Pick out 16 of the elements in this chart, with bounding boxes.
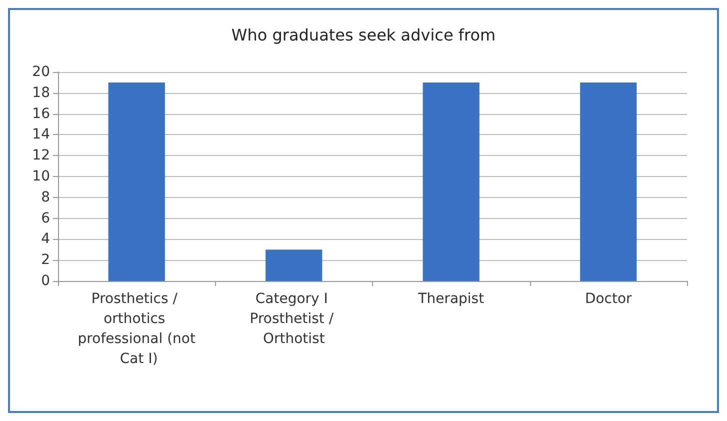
y-tick-label: 12 [32, 148, 50, 164]
x-tick-label: Doctor [584, 291, 632, 307]
y-tick-label: 4 [41, 231, 50, 248]
y-tick-label: 14 [32, 126, 50, 143]
y-tick-label: 18 [32, 84, 50, 101]
y-tick-label: 2 [41, 252, 50, 268]
y-tick-label: 6 [41, 210, 50, 226]
x-tick-label: Category I Prosthetist / Orthotist [250, 291, 338, 347]
y-tick-label: 10 [32, 168, 50, 184]
x-tick-label: Prosthetics / orthotics professional (not Cat I) [78, 291, 196, 367]
y-tick-label: 20 [32, 64, 50, 80]
y-tick-label: 0 [41, 273, 50, 289]
x-tick-label: Therapist [417, 291, 485, 307]
y-tick-label: 16 [32, 106, 50, 122]
y-tick-label: 8 [41, 189, 50, 206]
chart-title: Who graduates seek advice from [231, 26, 496, 44]
